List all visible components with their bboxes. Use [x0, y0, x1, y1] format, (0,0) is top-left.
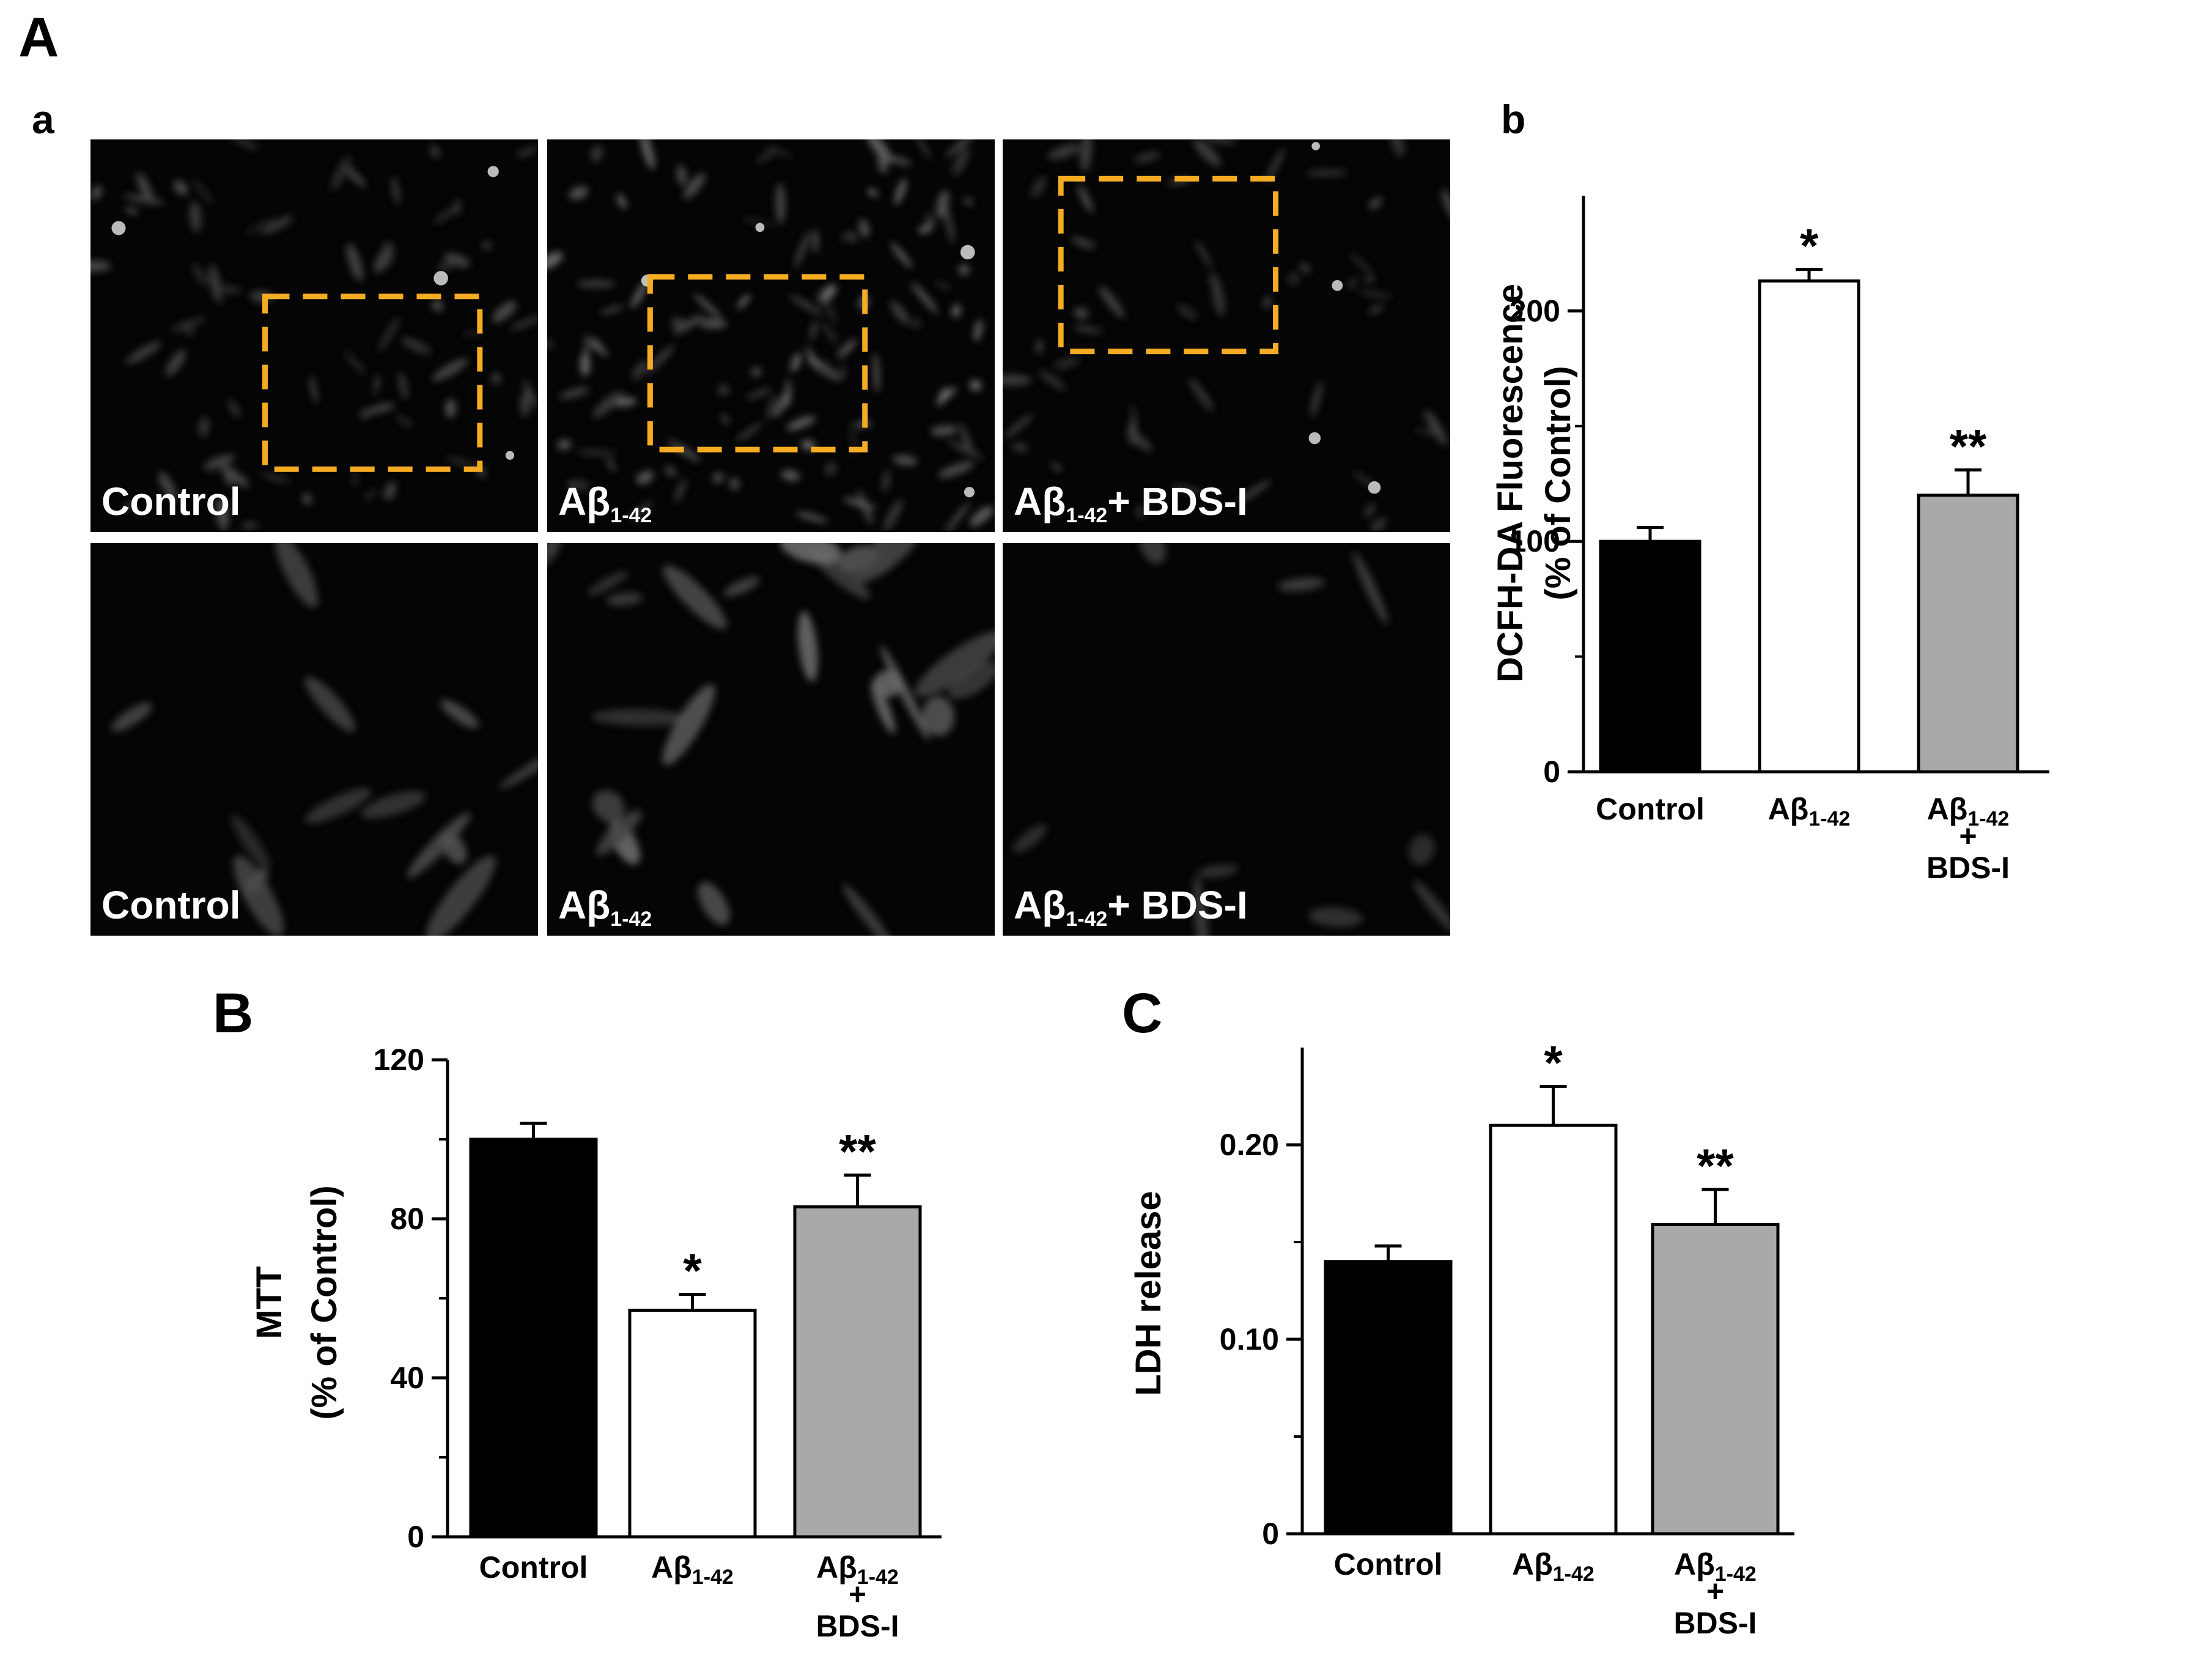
bar	[1599, 539, 1701, 774]
panel-label-a: a	[32, 97, 55, 142]
bar	[1324, 1260, 1453, 1536]
micrograph-image: Control	[90, 139, 538, 532]
panel-label-B: B	[213, 982, 253, 1045]
micrograph-label: Aβ1-42+ BDS-I	[1014, 479, 1248, 527]
bar	[1651, 1222, 1780, 1536]
micrograph-image: Aβ1-42+ BDS-I	[1003, 543, 1450, 936]
y-tick-label: 0	[407, 1520, 424, 1554]
significance-marker: **	[1950, 419, 1987, 473]
micrograph-image: Aβ1-42	[547, 139, 995, 532]
bar	[628, 1309, 757, 1539]
bar	[1489, 1123, 1618, 1536]
significance-marker: **	[1697, 1139, 1734, 1193]
bar	[1758, 279, 1860, 774]
micrograph-image: Control	[90, 543, 538, 936]
micrograph-grid: Control Aβ1-42 Aβ1-42+ BDS-I Control Aβ1-42 A…	[90, 139, 1450, 936]
category-label: Control	[1334, 1547, 1443, 1581]
roi-box	[1058, 176, 1279, 355]
category-label: Aβ1-42	[651, 1550, 734, 1589]
category-label-line: +	[1959, 819, 1977, 853]
y-tick-label: 0	[1543, 755, 1560, 789]
y-tick-label: 100	[1510, 524, 1560, 558]
micrograph-label: Aβ1-42+ BDS-I	[1014, 883, 1248, 931]
y-tick-label: 0.10	[1220, 1322, 1279, 1356]
bar	[793, 1205, 922, 1539]
category-label: Aβ1-42	[816, 1550, 899, 1589]
roi-box	[647, 274, 868, 453]
micrograph-label: Aβ1-42	[558, 479, 652, 527]
significance-marker: *	[1800, 219, 1819, 273]
y-tick-label: 120	[374, 1043, 424, 1077]
category-label: Aβ1-42	[1768, 792, 1851, 830]
y-tick-label: 200	[1510, 294, 1560, 328]
bar	[1917, 494, 2019, 774]
category-label-line: +	[849, 1577, 866, 1611]
category-label-line: +	[1706, 1574, 1724, 1608]
bar	[469, 1137, 598, 1539]
y-axis-label: DCFH-DA Fluorescence	[1491, 284, 1530, 682]
panel-label-A: A	[18, 6, 59, 68]
micrograph-label: Control	[101, 883, 241, 927]
micrograph-image: Aβ1-42	[547, 543, 995, 936]
category-label: Control	[479, 1550, 588, 1585]
panel-label-C: C	[1122, 982, 1162, 1045]
y-axis-label: MTT	[249, 1266, 289, 1339]
y-tick-label: 40	[390, 1361, 424, 1395]
significance-marker: *	[1544, 1036, 1563, 1090]
micrograph-label: Control	[101, 479, 241, 523]
micrograph-image: Aβ1-42+ BDS-I	[1003, 139, 1450, 532]
roi-box	[262, 294, 483, 472]
chart-mtt: 0 40 80 120 MTT (% of Control) Control * Aβ1-42 *…	[249, 1043, 942, 1643]
y-tick-label: 80	[390, 1202, 424, 1236]
panel-label-b: b	[1501, 97, 1525, 142]
y-axis-label: (% of Control)	[1538, 366, 1578, 600]
category-label-line: BDS-I	[1926, 851, 2010, 885]
significance-marker: *	[683, 1244, 702, 1298]
y-axis-label: (% of Control)	[304, 1185, 344, 1419]
category-label-line: BDS-I	[816, 1609, 899, 1643]
significance-marker: **	[839, 1125, 876, 1178]
y-tick-label: 0.20	[1220, 1128, 1279, 1162]
y-axis-label: LDH release	[1129, 1191, 1168, 1396]
y-tick-label: 0	[1262, 1517, 1279, 1551]
category-label-line: BDS-I	[1673, 1606, 1757, 1640]
category-label: Aβ1-42	[1512, 1547, 1594, 1586]
category-label: Control	[1596, 792, 1705, 826]
